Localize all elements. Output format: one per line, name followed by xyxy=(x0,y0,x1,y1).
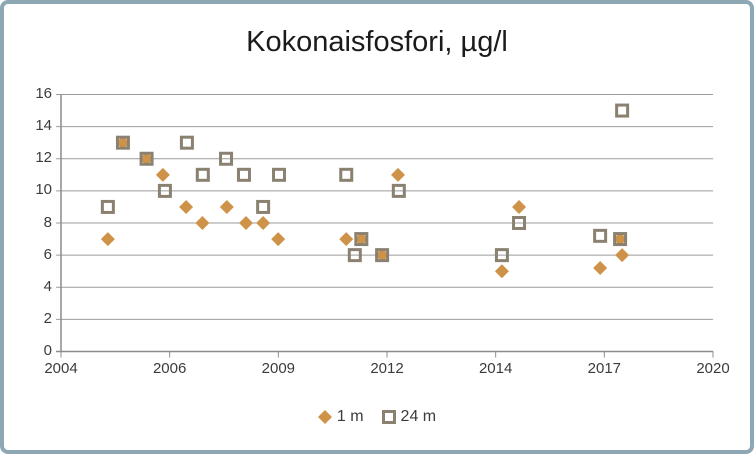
plot-area xyxy=(56,94,714,358)
data-point-1m[interactable] xyxy=(139,151,154,166)
y-axis-tick-label: 12 xyxy=(35,149,52,167)
diamond-icon xyxy=(317,410,332,424)
data-point-1m[interactable] xyxy=(391,167,406,182)
data-point-24m[interactable] xyxy=(115,135,130,150)
data-point-1m[interactable] xyxy=(593,260,608,275)
data-point-1m[interactable] xyxy=(195,216,210,230)
legend-item-1m[interactable]: 1 m xyxy=(317,408,364,426)
legend-label-24m: 24 m xyxy=(400,408,437,425)
data-point-24m[interactable] xyxy=(613,232,628,247)
data-point-1m[interactable] xyxy=(494,264,509,279)
legend-label-1m: 1 m xyxy=(336,408,364,425)
data-point-24m[interactable] xyxy=(615,103,630,118)
data-point-1m[interactable] xyxy=(354,232,369,247)
y-axis-tick-label: 10 xyxy=(35,181,52,199)
legend: 1 m 24 m xyxy=(4,408,750,426)
open-square-icon xyxy=(381,410,396,424)
x-axis-tick-label: 2017 xyxy=(587,360,622,377)
data-point-24m[interactable] xyxy=(354,232,369,247)
data-point-1m[interactable] xyxy=(219,199,234,214)
y-axis-tick-label: 2 xyxy=(43,309,52,327)
y-axis-tick-label: 14 xyxy=(35,117,52,135)
data-point-24m[interactable] xyxy=(512,216,527,230)
data-point-24m[interactable] xyxy=(593,228,608,243)
y-axis-tick-label: 4 xyxy=(43,277,52,295)
data-point-24m[interactable] xyxy=(375,248,390,263)
legend-item-24m[interactable]: 24 m xyxy=(381,408,437,426)
data-point-24m[interactable] xyxy=(256,199,271,214)
x-axis-tick-label: 2020 xyxy=(696,360,730,377)
data-point-1m[interactable] xyxy=(155,167,170,182)
data-point-24m[interactable] xyxy=(100,199,115,214)
data-point-24m[interactable] xyxy=(236,167,251,182)
data-point-1m[interactable] xyxy=(512,199,527,214)
data-point-24m[interactable] xyxy=(139,151,154,166)
data-point-1m[interactable] xyxy=(615,248,630,263)
data-point-1m[interactable] xyxy=(179,199,194,214)
data-point-24m[interactable] xyxy=(157,183,172,198)
x-axis-tick-label: 2004 xyxy=(44,360,78,377)
data-point-24m[interactable] xyxy=(494,248,509,263)
data-point-1m[interactable] xyxy=(271,232,286,247)
data-point-1m[interactable] xyxy=(375,248,390,263)
data-point-24m[interactable] xyxy=(339,167,354,182)
data-point-1m[interactable] xyxy=(239,216,254,230)
x-axis-tick-label: 2009 xyxy=(261,360,296,377)
data-point-1m[interactable] xyxy=(339,232,354,247)
data-point-24m[interactable] xyxy=(272,167,287,182)
data-point-1m[interactable] xyxy=(256,216,271,230)
chart-title: Kokonaisfosfori, µg/l xyxy=(246,26,508,58)
y-axis-tick-label: 0 xyxy=(43,342,52,359)
data-point-24m[interactable] xyxy=(179,135,194,150)
data-point-1m[interactable] xyxy=(100,232,115,247)
data-point-24m[interactable] xyxy=(219,151,234,166)
data-point-1m[interactable] xyxy=(613,232,628,247)
y-axis-tick-label: 8 xyxy=(43,213,52,231)
x-axis-tick-label: 2012 xyxy=(370,360,404,377)
data-point-1m[interactable] xyxy=(115,135,130,150)
data-point-24m[interactable] xyxy=(347,248,362,263)
x-axis-tick-label: 2006 xyxy=(152,360,187,377)
data-point-24m[interactable] xyxy=(195,167,210,182)
x-axis-tick-label: 2014 xyxy=(478,360,513,377)
y-axis-tick-label: 6 xyxy=(43,245,52,263)
y-axis-tick-label: 16 xyxy=(35,85,52,102)
data-point-24m[interactable] xyxy=(391,183,406,198)
